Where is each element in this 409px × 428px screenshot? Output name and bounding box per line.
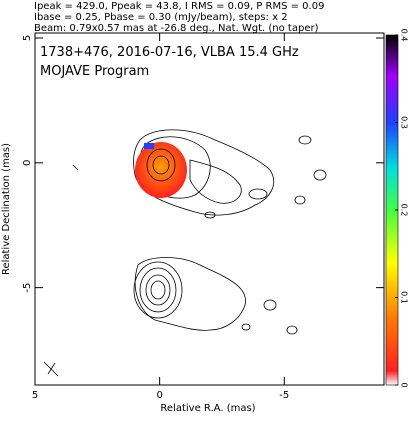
- x-tick-label: 0: [156, 390, 162, 401]
- chart-title: 1738+476, 2016-07-16, VLBA 15.4 GHz: [40, 45, 299, 60]
- plot-frame: [34, 32, 385, 386]
- y-tick-label: 5: [22, 35, 33, 41]
- colorbar-tick-label: 0.3: [400, 116, 409, 129]
- chart-subtitle: MOJAVE Program: [40, 64, 149, 79]
- contours: [43, 129, 327, 377]
- contours: [152, 155, 170, 175]
- x-tick-label: 5: [32, 390, 38, 401]
- x-axis-label: Relative R.A. (mas): [160, 403, 255, 414]
- x-tick-label: -5: [279, 390, 289, 401]
- contours: [146, 148, 176, 182]
- y-axis-label: Relative Declination (mas): [1, 143, 12, 275]
- colorbar-tick-label: 0.4: [400, 29, 409, 42]
- header-line: Beam: 0.79x0.57 mas at -26.8 deg., Nat. …: [34, 23, 319, 34]
- colorbar-tick-label: 0.2: [400, 204, 409, 217]
- colorbar-tick-label: 0.1: [400, 291, 409, 304]
- header-line: Ipeak = 429.0, Ppeak = 43.8, I RMS = 0.0…: [34, 1, 324, 12]
- polarized-intensity: [135, 142, 187, 198]
- polarized-intensity: [144, 143, 154, 149]
- y-tick-label: 0: [22, 160, 33, 166]
- y-tick-label: -5: [22, 283, 33, 293]
- header-line: Ibase = 0.25, Pbase = 0.30 (mJy/beam), s…: [34, 12, 288, 23]
- colorbar-tick-label: 0: [400, 382, 409, 387]
